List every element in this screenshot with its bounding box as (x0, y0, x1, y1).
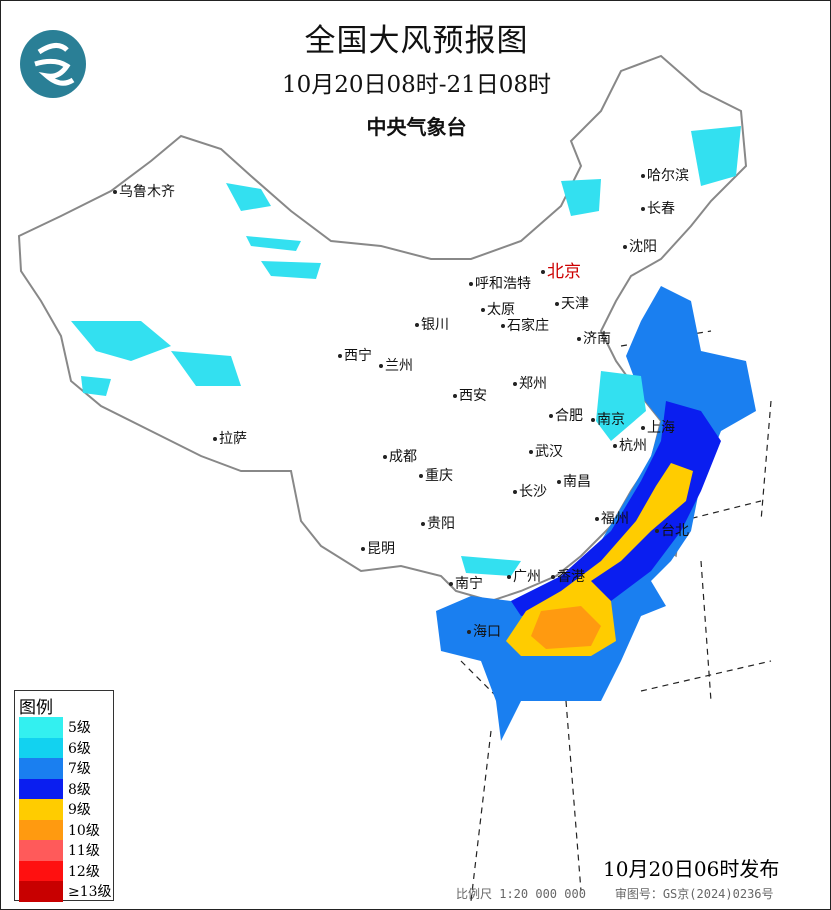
city-label: 上海 (641, 417, 675, 437)
issue-time: 10月20日06时发布 (603, 857, 780, 881)
legend-item: 11级 (15, 840, 113, 861)
cma-logo-icon (20, 30, 86, 98)
city-label: 杭州 (613, 435, 647, 455)
legend-label: 6级 (68, 740, 91, 757)
city-label: 合肥 (549, 405, 583, 425)
city-label: 天津 (555, 293, 589, 313)
legend-title: 图例 (19, 698, 53, 718)
legend-label: 8级 (68, 781, 91, 798)
wind-zone-level-5-6 (71, 126, 741, 576)
legend-label: 10级 (68, 822, 100, 839)
city-label: 广州 (507, 566, 541, 586)
legend-swatch (19, 758, 63, 779)
city-label: 北京 (541, 257, 581, 282)
city-label: 南京 (591, 409, 625, 429)
forecast-period: 10月20日08时-21日08时 (281, 72, 552, 98)
legend-label: 7级 (68, 761, 91, 778)
legend-item: 12级 (15, 860, 113, 881)
wind-zone-level-8 (511, 401, 721, 616)
city-label: 重庆 (419, 465, 453, 485)
legend-swatch (19, 717, 63, 738)
legend-swatch (19, 799, 63, 820)
city-label: 银川 (415, 314, 449, 334)
city-label: 西宁 (338, 345, 372, 365)
legend-item: 5级 (15, 717, 113, 738)
scale-and-approval: 比例尺 1:20 000 000 审图号：GS京(2024)0236号 (456, 885, 774, 902)
legend-item: 10级 (15, 819, 113, 840)
city-label: 济南 (577, 328, 611, 348)
legend-swatch (19, 860, 63, 881)
city-label: 沈阳 (623, 236, 657, 256)
legend-label: 12级 (68, 863, 100, 880)
city-label: 福州 (595, 508, 629, 528)
legend-swatch (19, 881, 63, 902)
legend-item: 8级 (15, 778, 113, 799)
city-label: 贵阳 (421, 513, 455, 533)
legend-item: 9级 (15, 799, 113, 820)
city-label: 成都 (383, 446, 417, 466)
wind-zone-level-9 (506, 463, 693, 656)
city-label: 南昌 (557, 471, 591, 491)
city-label: 香港 (551, 566, 585, 586)
city-label: 武汉 (529, 441, 563, 461)
city-label: 海口 (467, 621, 501, 641)
legend-label: ≥13级 (68, 884, 112, 901)
issuer: 中央气象台 (366, 115, 467, 139)
legend-swatch (19, 778, 63, 799)
city-label: 南宁 (449, 573, 483, 593)
china-outline (17, 54, 748, 603)
legend-item: 6级 (15, 737, 113, 758)
city-label: 石家庄 (501, 315, 549, 335)
scale: 比例尺 1:20 000 000 (456, 887, 586, 901)
legend-swatch (19, 737, 63, 758)
legend: 图例 5级 6级 7级 8级 9级 10级 11级 12级 ≥13级 (14, 690, 114, 902)
legend-item: ≥13级 (15, 881, 113, 902)
city-label: 长春 (641, 198, 675, 218)
city-label: 兰州 (379, 355, 413, 375)
city-label: 哈尔滨 (641, 165, 689, 185)
city-label: 拉萨 (213, 428, 247, 448)
legend-label: 5级 (68, 720, 91, 737)
city-label: 呼和浩特 (469, 273, 531, 293)
city-label: 乌鲁木齐 (113, 181, 175, 201)
city-label: 郑州 (513, 373, 547, 393)
wind-zone-level-10 (531, 606, 601, 649)
legend-swatch (19, 840, 63, 861)
legend-label: 11级 (68, 843, 100, 860)
city-label: 西安 (453, 385, 487, 405)
city-label: 昆明 (361, 538, 395, 558)
legend-item: 7级 (15, 758, 113, 779)
legend-label: 9级 (68, 802, 91, 819)
city-label: 太原 (481, 299, 515, 319)
map-title: 全国大风预报图 (304, 23, 529, 59)
city-label: 台北 (655, 520, 689, 540)
approval-number: 审图号：GS京(2024)0236号 (614, 887, 774, 901)
legend-swatch (19, 819, 63, 840)
city-label: 长沙 (513, 481, 547, 501)
